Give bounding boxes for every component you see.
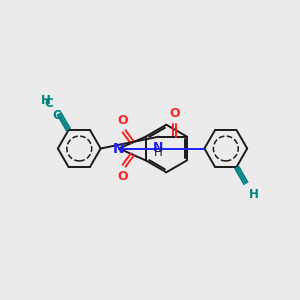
Text: O: O [118, 114, 128, 128]
Text: C: C [52, 109, 61, 122]
Text: O: O [118, 169, 128, 183]
Text: H: H [154, 146, 163, 158]
Text: N: N [153, 141, 164, 154]
Text: C: C [45, 97, 54, 110]
Text: O: O [169, 107, 180, 120]
Text: H: H [41, 94, 51, 107]
Text: H: H [248, 188, 258, 201]
Text: N: N [113, 142, 125, 155]
